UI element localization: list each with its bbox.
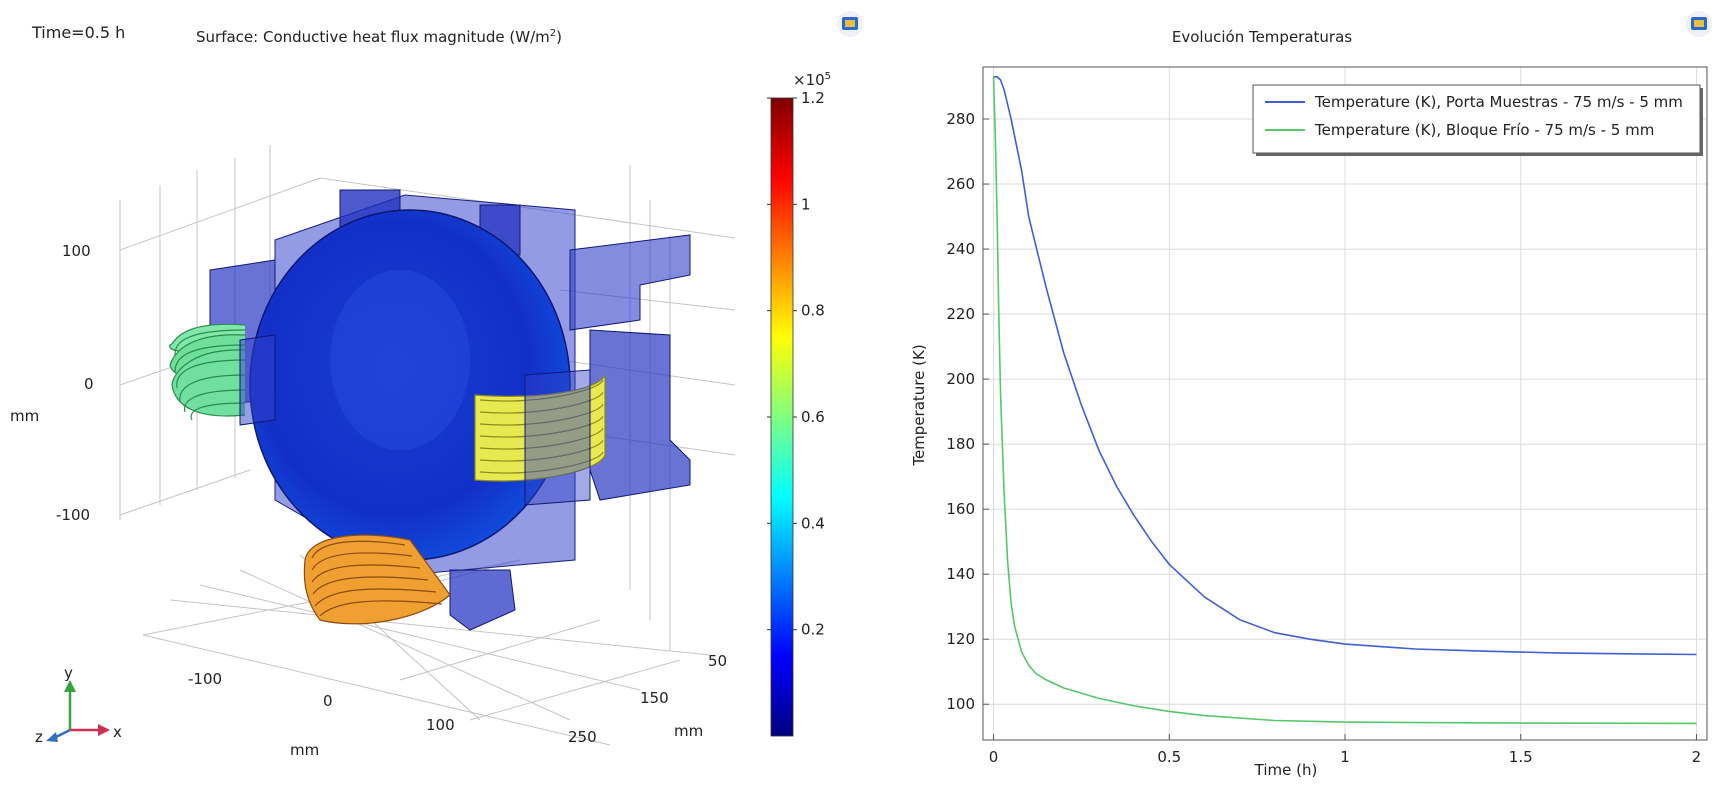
x-axis-label: Time (h) (1254, 761, 1318, 779)
display-icon[interactable] (1686, 11, 1712, 37)
y-tick: 100 (62, 242, 91, 260)
y-tick-label: 260 (946, 175, 975, 193)
y-tick-label: 140 (946, 565, 975, 583)
y-tick: -100 (56, 506, 90, 524)
z-axis-ticks: 50 150 250 mm (568, 652, 727, 746)
colorbar-tick-label: 1 (801, 195, 811, 213)
legend-box (1252, 84, 1701, 154)
x-tick-label: 0.5 (1157, 748, 1181, 766)
y-axis-ticks: 100 0 -100 mm (10, 242, 94, 524)
time-label: Time=0.5 h (31, 23, 125, 42)
surface-title: Surface: Conductive heat flux magnitude … (196, 28, 562, 46)
x-tick: -100 (188, 670, 222, 688)
y-tick-label: 240 (946, 240, 975, 258)
series-line-1 (993, 76, 1697, 656)
triad-z-label: z (35, 728, 43, 746)
z-axis-unit: mm (674, 722, 703, 740)
y-tick-label: 280 (946, 110, 975, 128)
colorbar-tick-label: 0.8 (801, 302, 825, 320)
colorbar-ticks: 1.2 1 0.8 0.6 0.4 0.2 (767, 89, 825, 639)
z-tick: 150 (640, 689, 669, 707)
y-tick: 0 (84, 375, 94, 393)
temperature-chart: Evolución Temperaturas 0 0.5 1 1.5 2 100 120 14… (868, 0, 1726, 782)
temperature-chart-panel: Evolución Temperaturas 0 0.5 1 1.5 2 100 120 14… (868, 0, 1726, 782)
display-icon[interactable] (837, 11, 863, 37)
colorbar: ×105 1.2 1 0.8 0.6 0.4 0.2 (767, 71, 831, 737)
coil-right (474, 374, 606, 482)
x-tick-label: 0 (989, 748, 999, 766)
chart-series (992, 76, 1697, 725)
x-tick: 0 (323, 692, 333, 710)
heat-flux-plot-panel: Time=0.5 h Surface: Conductive heat flux… (10, 0, 868, 782)
colorbar-tick-label: 1.2 (801, 89, 825, 107)
chart-ticks: 0 0.5 1 1.5 2 100 120 140 160 180 200 220 240 260 280 (946, 110, 1701, 766)
colorbar-multiplier: ×105 (793, 71, 831, 89)
colorbar-tick-label: 0.2 (801, 621, 825, 639)
y-axis-label: Temperature (K) (910, 344, 928, 466)
x-tick-label: 1.5 (1509, 748, 1533, 766)
y-axis-unit: mm (10, 407, 39, 425)
y-tick-label: 120 (946, 630, 975, 648)
axis-triad: y x z (35, 664, 122, 746)
triad-x-label: x (113, 723, 122, 741)
disk-highlight (330, 270, 470, 450)
chart-legend: Temperature (K), Porta Muestras - 75 m/s… (1252, 84, 1703, 156)
legend-label: Temperature (K), Porta Muestras - 75 m/s… (1314, 93, 1683, 111)
chart-title: Evolución Temperaturas (1172, 28, 1352, 46)
y-tick-label: 100 (946, 695, 975, 713)
series-line-2 (992, 76, 1697, 725)
z-tick: 250 (568, 728, 597, 746)
x-tick-label: 1 (1340, 748, 1350, 766)
z-tick: 50 (708, 652, 727, 670)
colorbar-tick-label: 0.4 (801, 514, 825, 532)
y-tick-label: 220 (946, 305, 975, 323)
x-axis-unit: mm (290, 741, 319, 759)
heat-flux-plot: Time=0.5 h Surface: Conductive heat flux… (10, 11, 863, 759)
triad-y-label: y (64, 664, 73, 682)
x-tick: 100 (426, 716, 455, 734)
legend-label: Temperature (K), Bloque Frío - 75 m/s - … (1314, 121, 1654, 139)
x-tick-label: 2 (1692, 748, 1702, 766)
colorbar-tick-label: 0.6 (801, 408, 825, 426)
x-axis-ticks: -100 0 100 mm (188, 670, 455, 759)
y-tick-label: 200 (946, 370, 975, 388)
y-tick-label: 180 (946, 435, 975, 453)
colorbar-gradient (770, 97, 794, 737)
y-tick-label: 160 (946, 500, 975, 518)
front-brackets (239, 334, 591, 506)
coil-bottom (303, 534, 451, 625)
coil-left (169, 323, 246, 421)
